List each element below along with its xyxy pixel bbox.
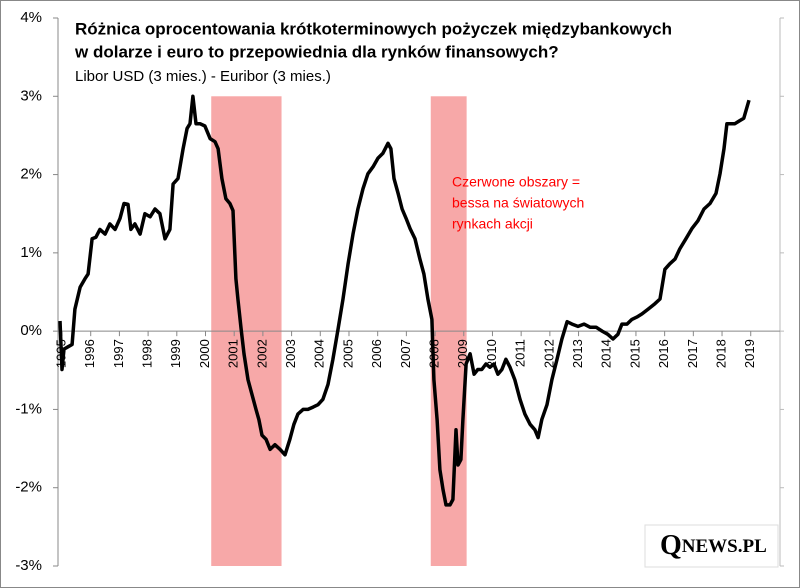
annotation-line: bessa na światowych	[452, 195, 584, 211]
chart-title: Różnica oprocentowania krótkoterminowych…	[75, 19, 672, 38]
x-tick-label: 2006	[369, 339, 384, 368]
chart-subtitle: Libor USD (3 mies.) - Euribor (3 mies.)	[75, 68, 331, 85]
x-tick-label: 2013	[570, 339, 585, 368]
x-tick-label: 1997	[111, 339, 126, 368]
x-tick-label: 1995	[53, 339, 68, 368]
x-tick-label: 2007	[398, 339, 413, 368]
x-tick-label: 2012	[541, 339, 556, 368]
x-tick-label: 2008	[427, 339, 442, 368]
x-tick-label: 2004	[312, 339, 327, 368]
y-tick-label: 3%	[20, 87, 42, 104]
x-tick-label: 2003	[283, 339, 298, 368]
x-tick-label: 2017	[685, 339, 700, 368]
y-tick-label: 1%	[20, 244, 42, 261]
x-tick-label: 2011	[513, 339, 528, 367]
x-tick-label: 2002	[254, 339, 269, 368]
y-tick-label: -3%	[15, 557, 42, 574]
annotation-line: rynkach akcji	[452, 216, 533, 232]
y-tick-label: 2%	[20, 166, 42, 183]
x-tick-label: 2019	[742, 339, 757, 368]
x-tick-label: 2005	[340, 339, 355, 368]
x-tick-label: 2016	[656, 339, 671, 368]
x-tick-label: 2009	[455, 339, 470, 368]
chart-title: w dolarze i euro to przepowiednia dla ry…	[74, 42, 559, 61]
axes	[53, 17, 784, 567]
series-line	[58, 94, 751, 507]
y-tick-label: -1%	[15, 400, 42, 417]
x-tick-label: 1996	[82, 339, 97, 368]
y-tick-label: -2%	[15, 479, 42, 496]
logo-rest: NEWS.PL	[682, 536, 767, 557]
x-tick-label: 2018	[713, 339, 728, 368]
x-tick-label: 2010	[484, 339, 499, 368]
y-tick-label: 4%	[20, 9, 42, 26]
lines	[58, 94, 751, 507]
x-tick-label: 2000	[197, 339, 212, 368]
annotation-line: Czerwone obszary =	[452, 174, 580, 190]
logo-box	[644, 524, 779, 568]
annotation: Czerwone obszary = bessa na światowych ryn…	[452, 174, 584, 232]
x-tick-label: 1999	[168, 339, 183, 368]
y-tick-label: 0%	[20, 322, 42, 339]
x-tick-label: 1998	[140, 339, 155, 368]
logo-q: Q	[660, 530, 682, 561]
labels: -3% -2% -1% 0% 1% 2% 3% 4% 1995 1996 1997 1998 1999 2…	[15, 9, 757, 574]
x-tick-label: 2001	[226, 339, 241, 368]
x-tick-label: 2014	[599, 339, 614, 368]
x-tick-label: 2015	[627, 339, 642, 368]
logo: QNEWS.PL	[660, 530, 767, 561]
